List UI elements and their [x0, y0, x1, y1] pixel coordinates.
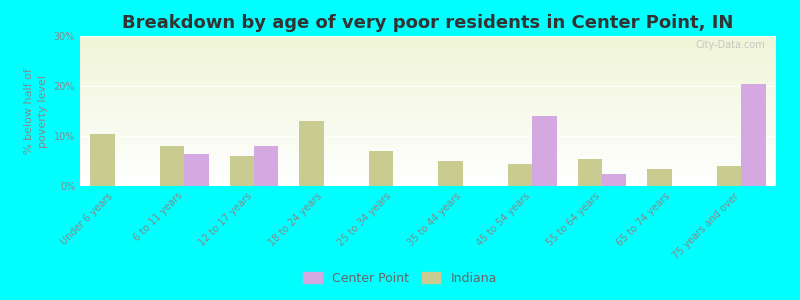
Bar [230, 156, 254, 186]
Bar [578, 158, 602, 186]
Bar [160, 146, 184, 186]
Legend: Center Point, Indiana: Center Point, Indiana [297, 265, 503, 291]
Bar [647, 169, 672, 186]
Bar [90, 134, 115, 186]
Bar [508, 164, 533, 186]
Bar [185, 154, 209, 186]
Bar [369, 151, 394, 186]
Text: City-Data.com: City-Data.com [696, 40, 766, 50]
Bar [438, 161, 462, 186]
Bar [299, 121, 324, 186]
Title: Breakdown by age of very poor residents in Center Point, IN: Breakdown by age of very poor residents … [122, 14, 734, 32]
Bar [533, 116, 557, 186]
Y-axis label: % below half of
poverty level: % below half of poverty level [24, 68, 48, 154]
Bar [717, 166, 741, 186]
Bar [602, 173, 626, 186]
Bar [254, 146, 278, 186]
Bar [742, 83, 766, 186]
